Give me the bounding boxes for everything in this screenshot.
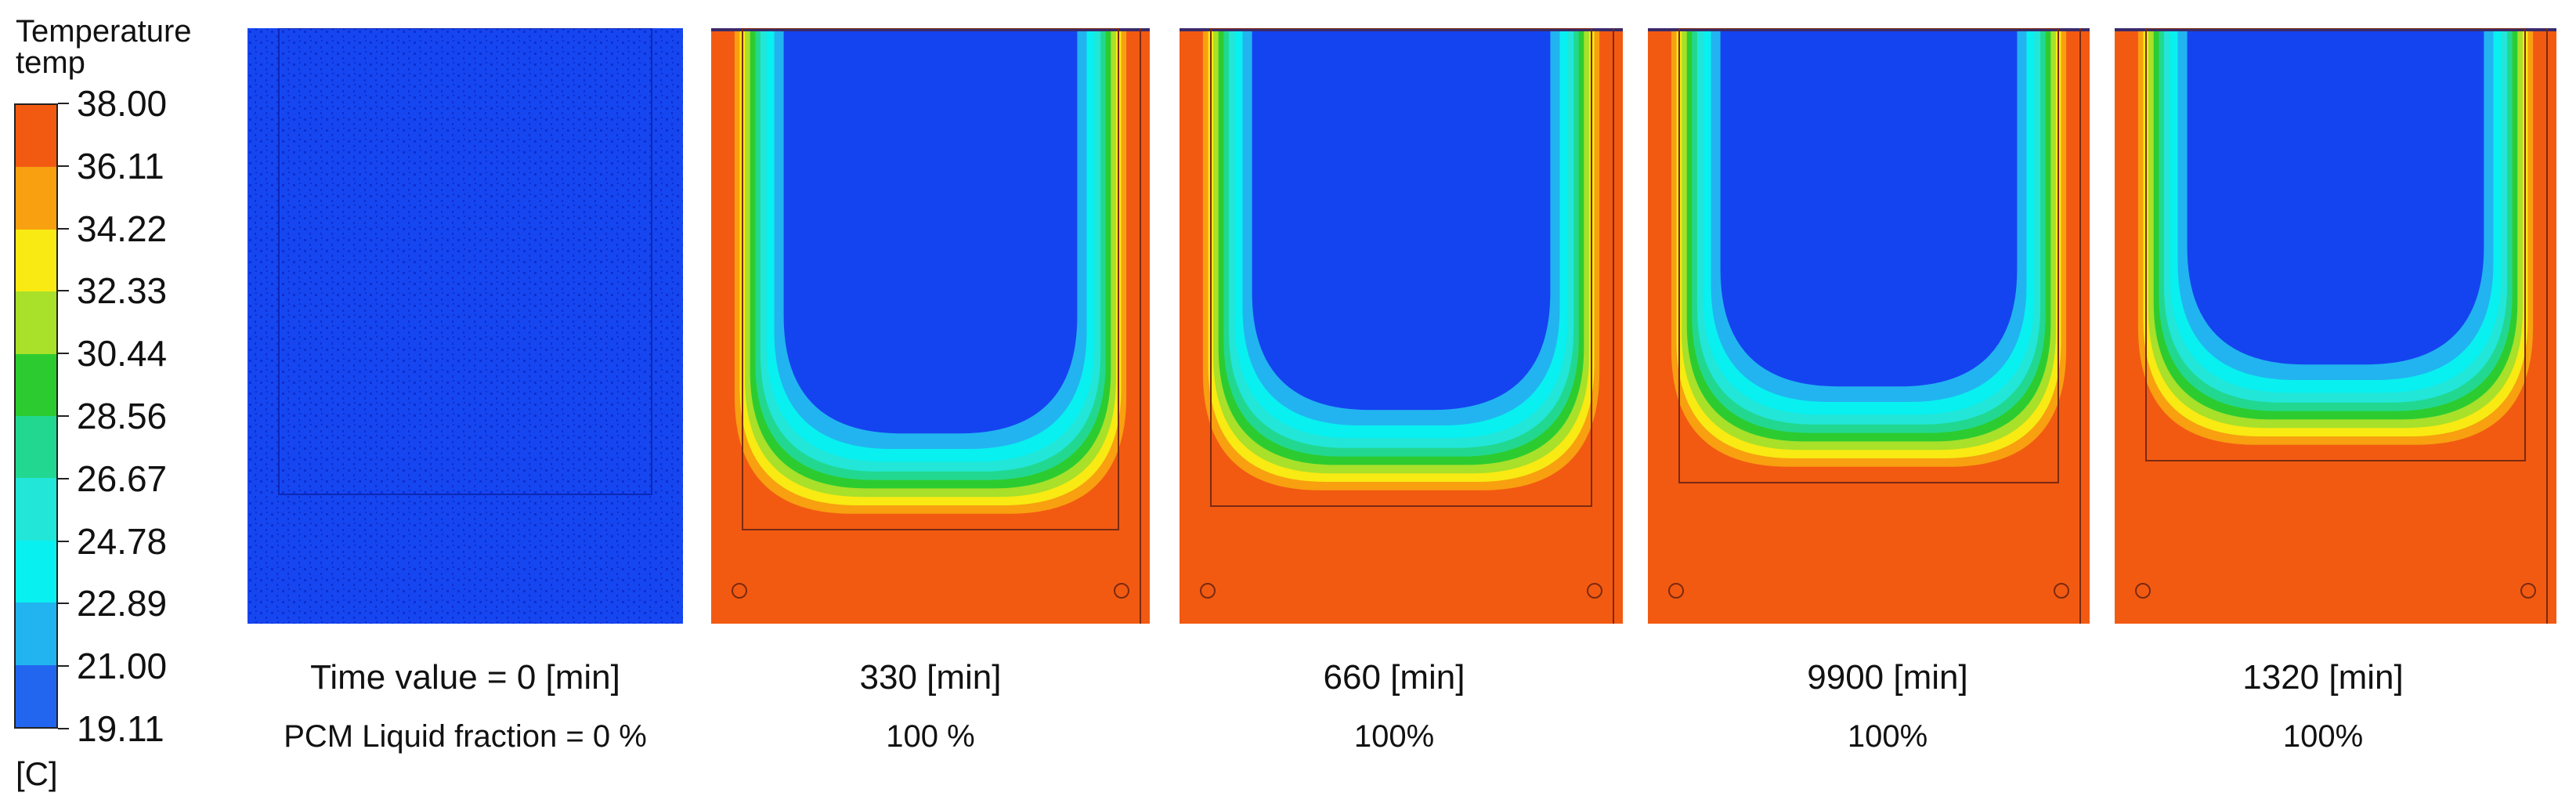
legend-band-8	[16, 603, 56, 665]
legend-unit: [C]	[16, 755, 58, 792]
legend-tick-mark	[58, 540, 69, 542]
legend-tick-mark	[58, 290, 69, 292]
legend-tick-label: 38.00	[77, 83, 168, 124]
legend-tick-mark	[58, 415, 69, 417]
contour-band-8	[1720, 28, 2018, 387]
legend-tick-mark	[58, 227, 69, 230]
legend-tick-mark	[58, 103, 69, 104]
contour-panel-t1320	[2115, 28, 2556, 624]
probe-marker-icon	[1114, 583, 1129, 599]
legend-tick-label: 36.11	[77, 145, 164, 186]
legend-tick-label: 28.56	[77, 396, 168, 436]
container-outline	[742, 28, 1119, 530]
time-caption-5: 1320 [min]	[2242, 658, 2404, 697]
legend-tick-mark	[58, 603, 69, 605]
legend-tick-label: 26.67	[77, 458, 168, 499]
contour-panel-t0	[247, 28, 683, 624]
fraction-caption-4: 100%	[1847, 719, 1928, 754]
legend-band-4	[16, 353, 56, 416]
legend-tick-label: 21.00	[77, 646, 168, 687]
color-legend-bar	[14, 103, 58, 729]
legend-tick-label: 30.44	[77, 333, 168, 375]
time-caption-4: 9900 [min]	[1807, 658, 1968, 697]
probe-marker-icon	[1200, 583, 1216, 599]
contour-panel-t660	[1180, 28, 1623, 624]
time-caption-3: 660 [min]	[1323, 658, 1465, 697]
legend-band-9	[16, 664, 56, 727]
legend-tick-label: 24.78	[77, 520, 168, 562]
legend-tick-label: 34.22	[77, 208, 168, 249]
fraction-caption-3: 100%	[1353, 719, 1435, 754]
fraction-caption-2: 100 %	[886, 719, 975, 754]
legend-tick-mark	[58, 477, 69, 479]
legend-title-line2: temp	[16, 45, 85, 80]
contour-band-8	[2187, 28, 2484, 365]
probe-marker-icon	[1587, 583, 1602, 599]
legend-band-3	[16, 291, 56, 354]
container-outline	[1678, 28, 2059, 483]
probe-marker-icon	[1668, 583, 1684, 599]
legend-tick-mark	[58, 353, 69, 355]
legend-band-0	[16, 105, 56, 168]
contour-band-8	[1252, 28, 1551, 411]
legend-band-1	[16, 167, 56, 230]
legend-tick-label: 22.89	[77, 583, 168, 624]
legend-band-2	[16, 229, 56, 292]
top-edge	[2115, 28, 2556, 31]
legend-title-line1: Temperature	[16, 14, 192, 49]
legend-tick-mark	[58, 165, 69, 167]
container-outline	[1210, 28, 1592, 507]
legend-band-5	[16, 415, 56, 479]
legend-tick-mark	[58, 665, 69, 668]
probe-marker-icon	[2520, 583, 2536, 599]
contour-band-8	[783, 28, 1078, 434]
probe-marker-icon	[2135, 583, 2151, 599]
fraction-caption-1: PCM Liquid fraction = 0 %	[284, 719, 647, 754]
fraction-caption-5: 100%	[2282, 719, 2364, 754]
probe-marker-icon	[732, 583, 747, 599]
container-outline	[2145, 28, 2526, 461]
contour-panel-t9900	[1648, 28, 2090, 624]
legend-tick-label: 32.33	[77, 270, 168, 312]
time-caption-2: 330 [min]	[859, 658, 1002, 697]
legend-title: Temperature temp	[16, 16, 192, 78]
legend-band-6	[16, 478, 56, 541]
legend-tick-label: 19.11	[77, 708, 164, 749]
top-edge	[711, 28, 1150, 31]
top-edge	[1648, 28, 2090, 31]
probe-marker-icon	[2054, 583, 2069, 599]
contour-panel-t330	[711, 28, 1150, 624]
legend-band-7	[16, 540, 56, 603]
top-edge	[1180, 28, 1623, 31]
legend-tick-mark	[58, 728, 69, 729]
time-caption-1: Time value = 0 [min]	[310, 658, 620, 697]
